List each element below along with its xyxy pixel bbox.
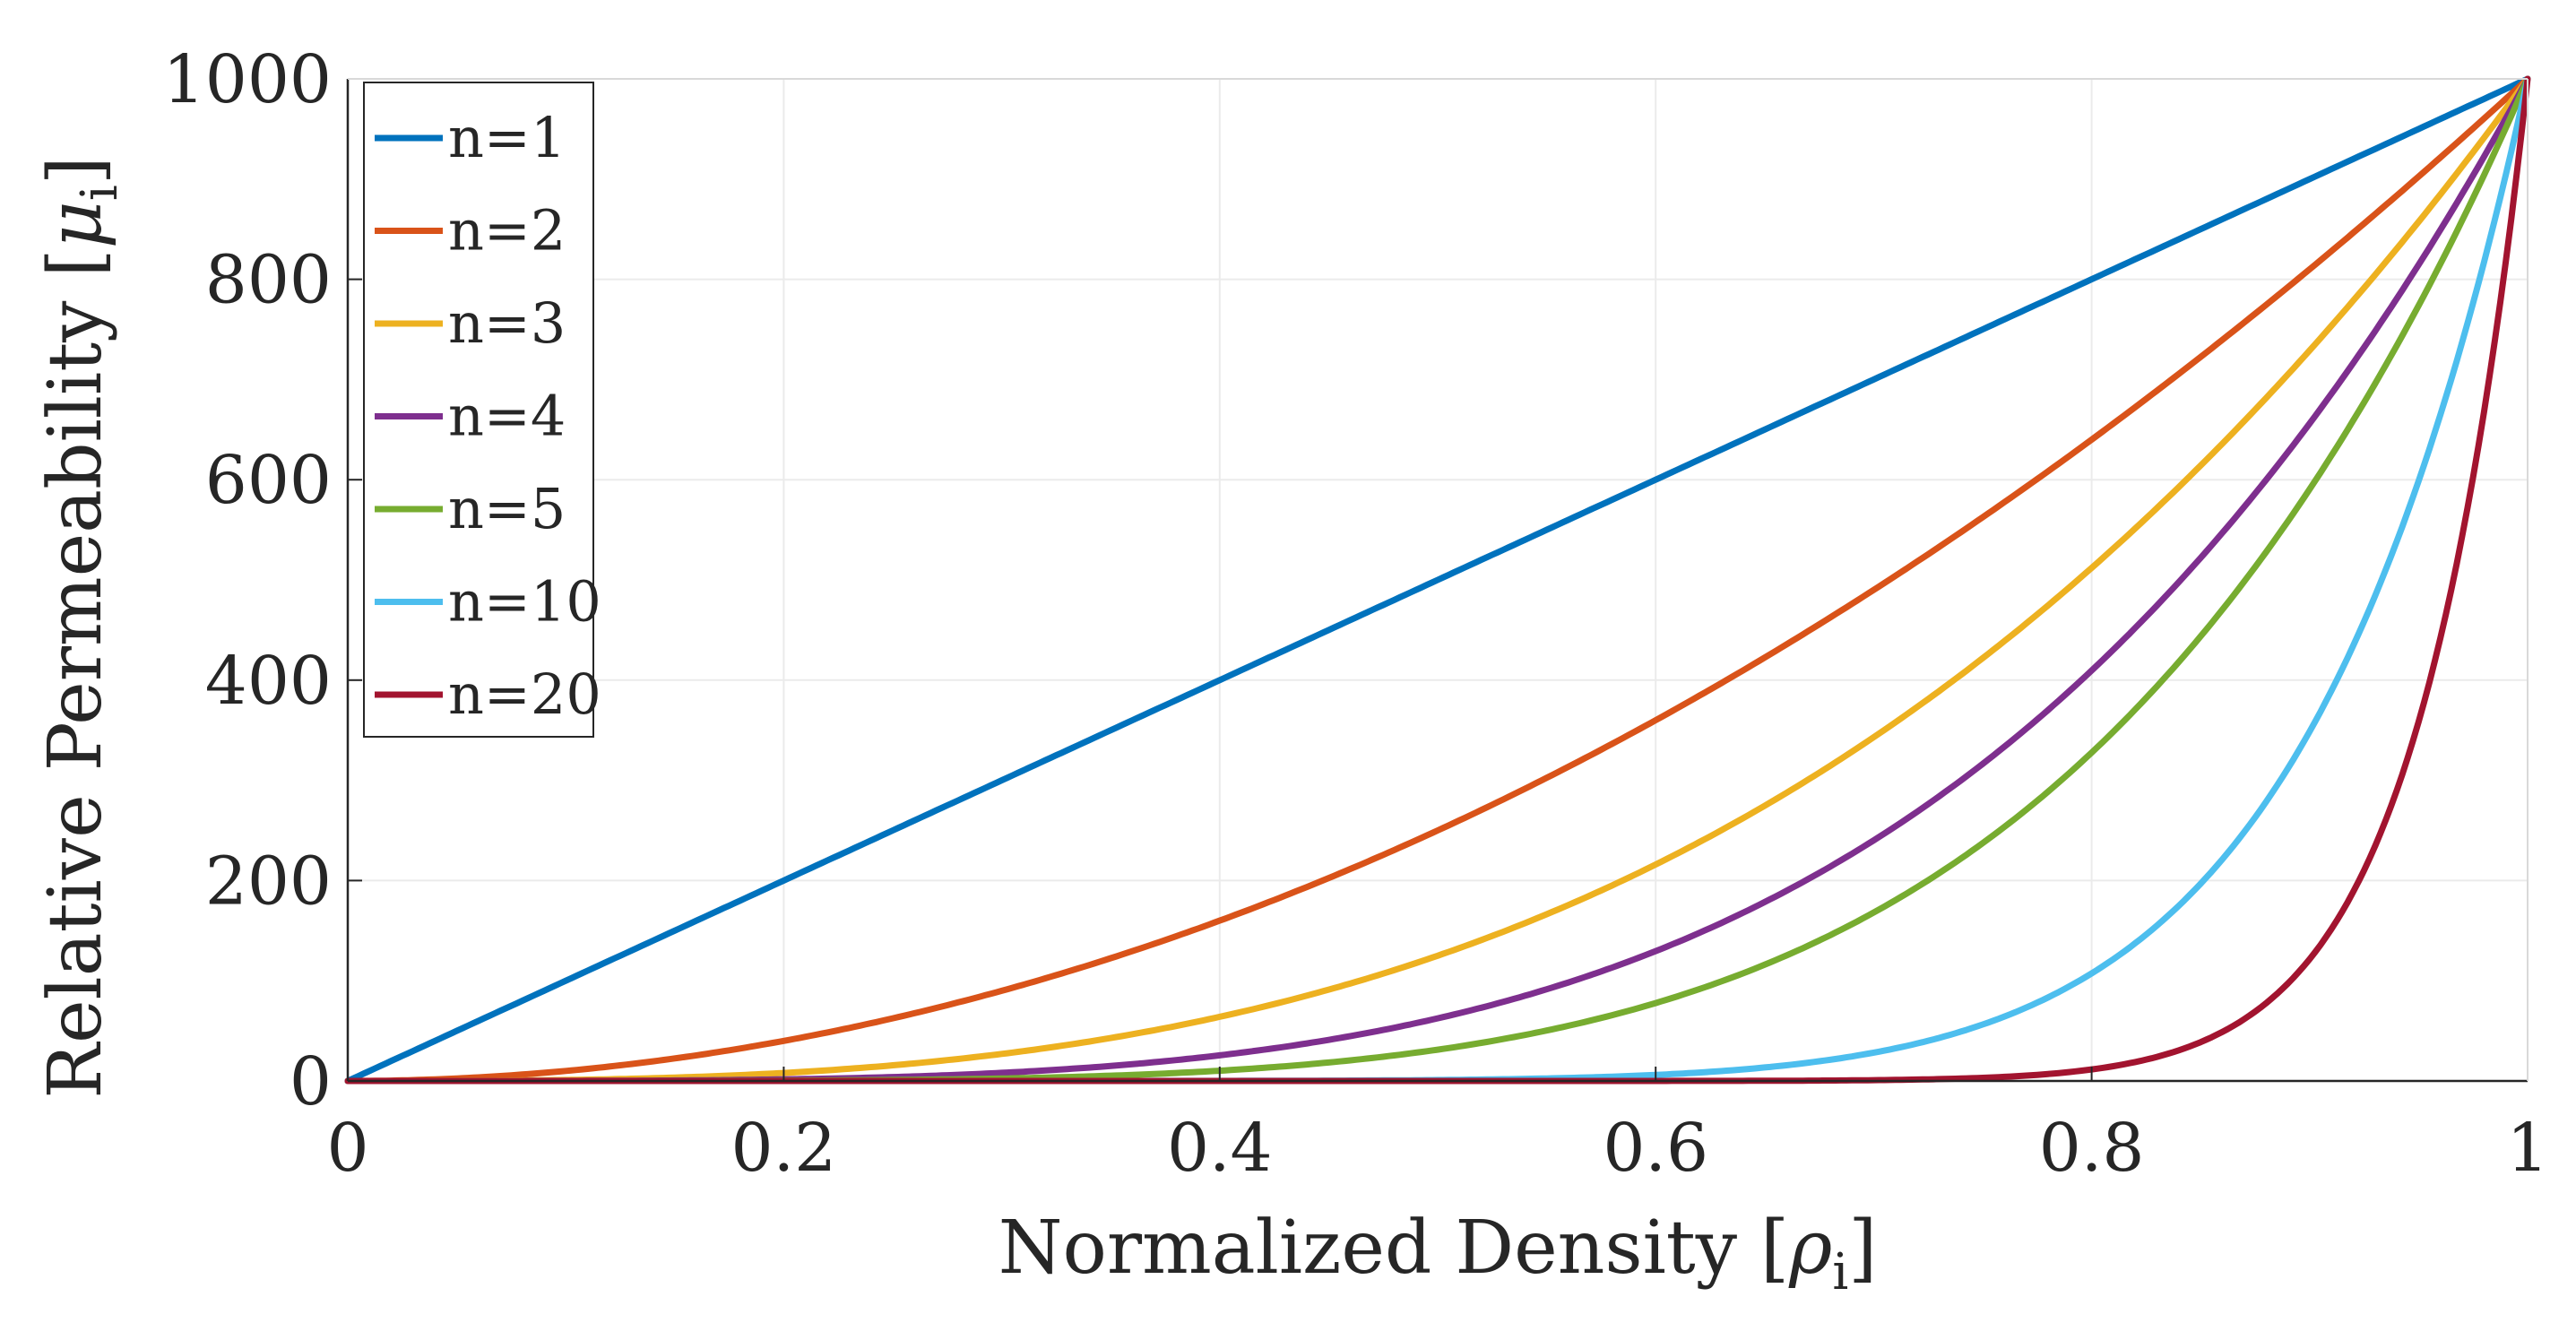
legend-label: n=10 — [448, 569, 601, 635]
legend-label: n=3 — [448, 290, 566, 356]
y-tick-label: 200 — [205, 843, 332, 920]
legend-label: n=2 — [448, 198, 566, 264]
x-axis-title: Normalized Density [ρi] — [998, 1206, 1878, 1301]
x-tick-label: 1 — [2506, 1110, 2548, 1187]
legend-items: n=1 n=2 n=3 n=4 n=5 n=10 n=20 — [375, 105, 601, 727]
y-tick-label: 800 — [205, 242, 332, 319]
x-tick-label: 0.4 — [1167, 1110, 1273, 1187]
legend-label: n=5 — [448, 476, 566, 541]
series-line-n-1 — [344, 75, 2531, 1085]
series-line-n-2 — [344, 75, 2531, 1085]
legend-box — [363, 82, 594, 738]
y-tick-label: 600 — [205, 442, 332, 519]
x-tick-label: 0.8 — [2039, 1110, 2145, 1187]
series-line-n-3 — [344, 75, 2531, 1085]
legend-label: n=4 — [448, 384, 566, 449]
legend-label: n=1 — [448, 105, 566, 170]
tick-labels: 0 0.2 0.4 0.6 0.8 1 0 200 400 600 800 1000 — [163, 41, 2549, 1187]
x-tick-label: 0.2 — [731, 1110, 837, 1187]
y-tick-label: 1000 — [163, 41, 332, 118]
x-tick-label: 0 — [326, 1110, 368, 1187]
legend-label: n=20 — [448, 661, 601, 727]
y-tick-label: 0 — [290, 1043, 332, 1120]
legend: n=1 n=2 n=3 n=4 n=5 n=10 n=20 — [363, 82, 601, 738]
axes — [346, 78, 2528, 1083]
x-tick-label: 0.6 — [1603, 1110, 1708, 1187]
y-axis-title: Relative Permeability [μi] — [33, 156, 129, 1099]
y-tick-label: 400 — [205, 643, 332, 720]
